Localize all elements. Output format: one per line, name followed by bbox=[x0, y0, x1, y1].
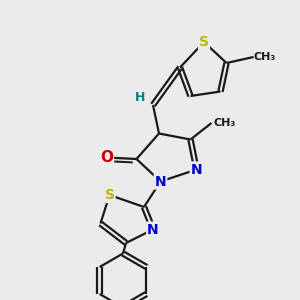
Text: O: O bbox=[100, 150, 113, 165]
Text: S: S bbox=[199, 35, 209, 49]
Text: H: H bbox=[135, 91, 146, 104]
Text: S: S bbox=[104, 188, 115, 202]
Text: N: N bbox=[191, 163, 202, 176]
Text: CH₃: CH₃ bbox=[214, 118, 236, 128]
Text: N: N bbox=[155, 175, 166, 188]
Text: N: N bbox=[147, 223, 159, 236]
Text: CH₃: CH₃ bbox=[254, 52, 276, 62]
